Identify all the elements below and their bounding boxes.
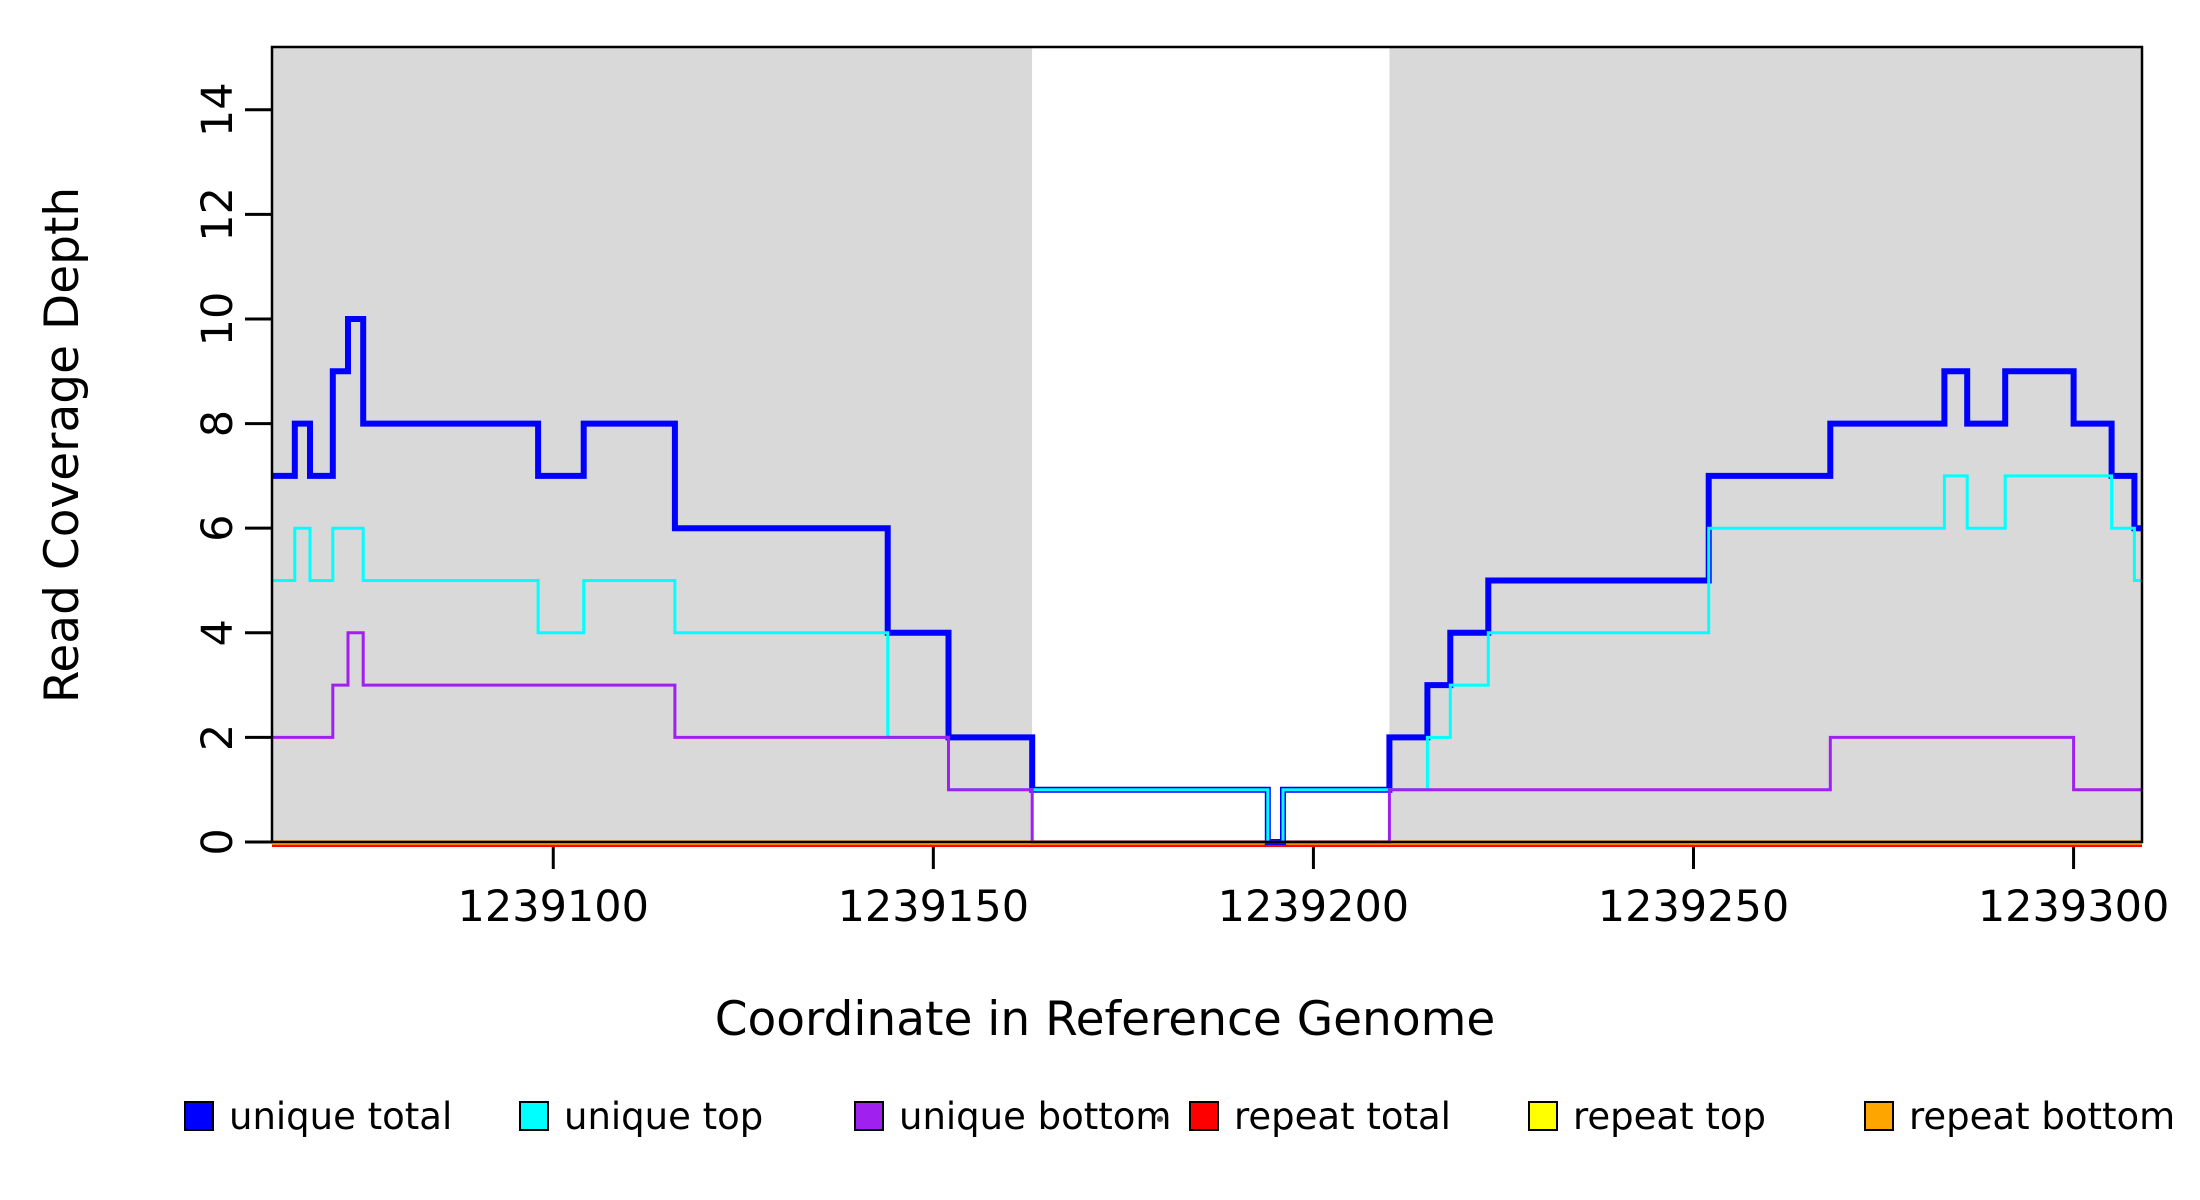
y-tick-label: 12 — [193, 187, 243, 242]
x-tick-label: 1239100 — [458, 882, 650, 932]
legend-swatch-repeat-top — [1528, 1101, 1558, 1131]
unique-region-left — [272, 47, 1033, 842]
x-tick-label: 1239150 — [838, 882, 1030, 932]
legend-swatch-repeat-total — [1189, 1101, 1219, 1131]
x-axis-title: Coordinate in Reference Genome — [715, 992, 1496, 1047]
legend: unique total unique top unique bottom repea… — [184, 1095, 2175, 1138]
y-tick-label: 10 — [193, 292, 243, 347]
x-tick-label: 1239300 — [1978, 882, 2170, 932]
legend-label-unique-bottom: unique bottom — [899, 1095, 1171, 1138]
x-tick-label: 1239250 — [1598, 882, 1790, 932]
legend-swatch-unique-bottom — [854, 1101, 884, 1131]
y-tick-label: 0 — [193, 828, 243, 855]
stray-dot-artifact — [1157, 1116, 1163, 1122]
y-tick-label: 14 — [193, 82, 243, 137]
legend-label-repeat-bottom: repeat bottom — [1909, 1095, 2175, 1138]
legend-label-repeat-total: repeat total — [1234, 1095, 1451, 1138]
y-tick-label: 6 — [193, 515, 243, 542]
legend-label-unique-total: unique total — [229, 1095, 452, 1138]
background-regions — [272, 47, 2142, 842]
plot-border — [270, 45, 2144, 844]
legend-swatch-repeat-bottom — [1864, 1101, 1894, 1131]
y-tick-label: 4 — [193, 619, 243, 646]
legend-swatch-unique-top — [519, 1101, 549, 1131]
axes: 1239100 1239150 1239200 1239250 1239300 0 2 4 6 8… — [193, 82, 2169, 932]
legend-swatch-unique-total — [184, 1101, 214, 1131]
y-tick-label: 2 — [193, 724, 243, 751]
legend-label-unique-top: unique top — [564, 1095, 763, 1138]
x-tick-label: 1239200 — [1218, 882, 1410, 932]
repeat-region-gap — [1032, 47, 1390, 842]
y-tick-label: 8 — [193, 410, 243, 437]
unique-region-right — [1389, 47, 2142, 842]
series-line-unique-bottom — [272, 631, 2142, 844]
y-axis-title: Read Coverage Depth — [35, 187, 90, 703]
legend-label-repeat-top: repeat top — [1573, 1095, 1766, 1138]
